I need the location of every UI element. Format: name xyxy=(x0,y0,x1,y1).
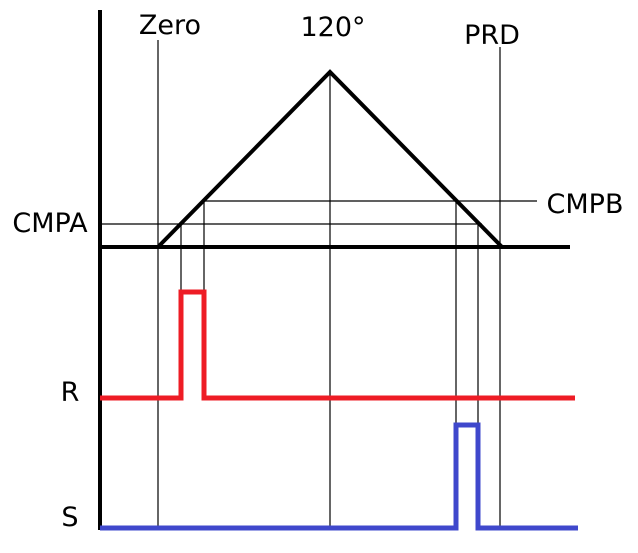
cmpb-label: CMPB xyxy=(547,189,624,220)
cmpa-label: CMPA xyxy=(12,208,88,239)
zero-label: Zero xyxy=(139,10,201,41)
s-label: S xyxy=(61,502,78,533)
guide-lines xyxy=(100,40,537,528)
prd-label: PRD xyxy=(464,20,520,51)
angle-120-label: 120° xyxy=(300,12,365,43)
r-label: R xyxy=(61,377,80,408)
triangle-counter-waveform xyxy=(156,69,504,249)
s-signal-waveform xyxy=(100,422,578,531)
r-signal-waveform xyxy=(100,289,575,401)
